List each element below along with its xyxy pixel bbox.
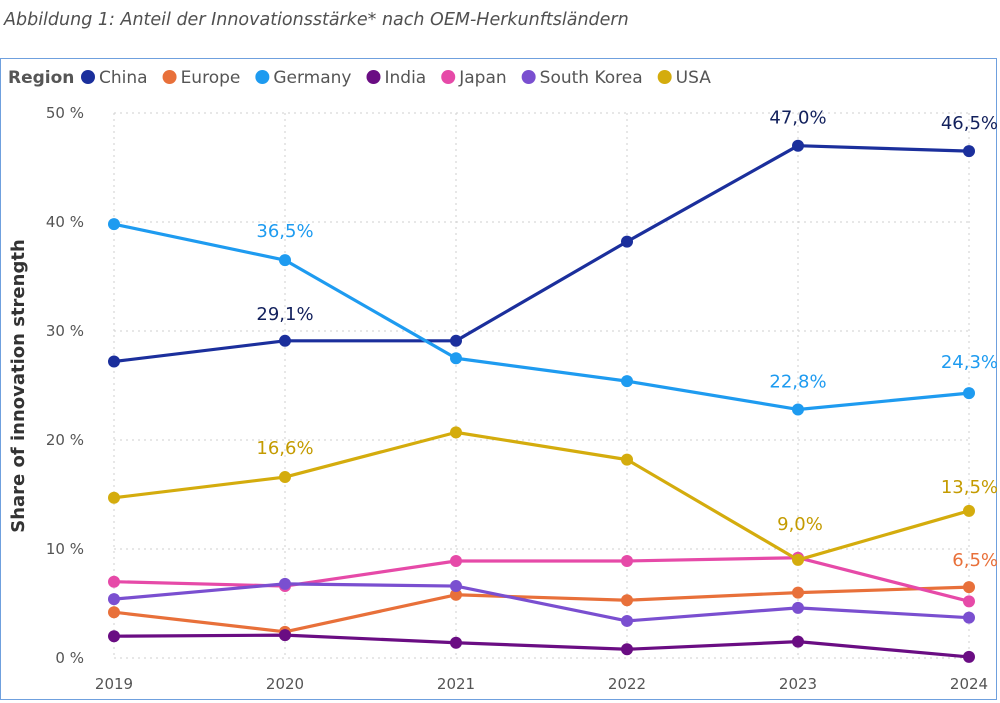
- x-tick-label: 2021: [437, 675, 475, 693]
- series-germany: [108, 218, 975, 416]
- data-point: [621, 453, 633, 466]
- legend-marker: [441, 70, 456, 84]
- data-point: [621, 554, 633, 567]
- data-point: [963, 581, 975, 594]
- data-point: [108, 593, 120, 606]
- data-point: [792, 635, 804, 648]
- data-point: [279, 334, 291, 347]
- series-line: [113, 585, 970, 634]
- data-point: [963, 387, 975, 400]
- legend-marker: [81, 70, 95, 84]
- legend-marker: [162, 70, 177, 84]
- legend: Region China Europe Germany India Japan South…: [8, 68, 711, 88]
- y-tick-label: 10 %: [46, 540, 84, 558]
- data-point: [792, 586, 804, 599]
- data-point: [621, 375, 633, 388]
- y-tick-label: 20 %: [46, 431, 84, 449]
- data-point: [108, 355, 120, 368]
- legend-label: India: [385, 68, 427, 88]
- data-point: [792, 553, 804, 566]
- data-label: 9,0%: [777, 514, 823, 535]
- legend-label: USA: [676, 68, 712, 88]
- x-tick-label: 2020: [266, 675, 304, 693]
- data-point: [279, 471, 291, 484]
- series-layer: [108, 139, 975, 663]
- y-tick-label: 50 %: [46, 104, 84, 122]
- data-label: 22,8%: [769, 371, 826, 392]
- data-point: [108, 575, 120, 588]
- series-india: [108, 629, 975, 663]
- data-label-layer: 29,1% 47,0% 46,5% 6,5% 36,5% 22,8% 24,3% 16,6% 9…: [256, 108, 998, 571]
- x-tick-label: 2022: [608, 675, 646, 693]
- data-point: [279, 629, 291, 642]
- legend-label: Germany: [273, 68, 351, 88]
- data-point: [108, 606, 120, 619]
- data-point: [450, 580, 462, 593]
- data-point: [963, 595, 975, 608]
- series-south-korea: [108, 577, 975, 627]
- legend-marker: [521, 70, 536, 84]
- x-axis: 2019 2020 2021 2022 2023 2024: [95, 675, 988, 693]
- data-point: [963, 650, 975, 663]
- y-axis: 0 % 10 % 20 % 30 % 40 % 50 %: [46, 104, 84, 667]
- legend-label: Europe: [181, 68, 241, 88]
- series-line: [113, 430, 970, 562]
- legend-marker: [657, 70, 672, 84]
- y-tick-label: 0 %: [55, 649, 84, 667]
- series-china: [108, 139, 975, 368]
- legend-label: China: [99, 68, 148, 88]
- series-line: [113, 582, 970, 623]
- data-point: [450, 352, 462, 365]
- series-line: [113, 556, 970, 603]
- data-point: [108, 491, 120, 504]
- series-line: [113, 633, 970, 659]
- data-point: [450, 588, 462, 601]
- data-point: [279, 577, 291, 590]
- data-point: [279, 254, 291, 267]
- data-label: 29,1%: [256, 304, 313, 325]
- data-point: [792, 403, 804, 416]
- data-label: 16,6%: [256, 438, 313, 459]
- data-point: [621, 594, 633, 607]
- legend-title: Region: [8, 68, 74, 88]
- data-label: 47,0%: [769, 108, 826, 129]
- y-tick-label: 40 %: [46, 213, 84, 231]
- data-point: [621, 643, 633, 656]
- data-point: [621, 235, 633, 248]
- x-tick-label: 2024: [950, 675, 988, 693]
- data-label: 46,5%: [941, 113, 998, 134]
- chart-frame: [0, 58, 997, 700]
- legend-marker: [255, 70, 270, 84]
- data-point: [108, 218, 120, 231]
- data-label: 6,5%: [952, 550, 998, 571]
- legend-label: Japan: [458, 68, 506, 88]
- data-point: [108, 630, 120, 643]
- data-label: 36,5%: [256, 221, 313, 242]
- figure-caption: Abbildung 1: Anteil der Innovationsstärk…: [4, 10, 629, 30]
- data-label: 24,3%: [941, 352, 998, 373]
- data-point: [792, 601, 804, 614]
- data-point: [450, 554, 462, 567]
- data-point: [792, 139, 804, 152]
- x-tick-label: 2019: [95, 675, 133, 693]
- y-tick-label: 30 %: [46, 322, 84, 340]
- data-point: [450, 426, 462, 439]
- data-point: [963, 504, 975, 517]
- data-point: [450, 334, 462, 347]
- series-line: [113, 222, 970, 412]
- legend-label: South Korea: [540, 68, 643, 88]
- data-point: [963, 611, 975, 624]
- grid-layer: [113, 112, 970, 659]
- data-point: [450, 636, 462, 649]
- series-usa: [108, 426, 975, 566]
- y-axis-label: Share of innovation strength: [8, 239, 29, 533]
- legend-marker: [366, 70, 381, 84]
- series-line: [113, 144, 970, 364]
- data-label: 13,5%: [941, 477, 998, 498]
- x-tick-label: 2023: [779, 675, 817, 693]
- data-point: [963, 145, 975, 158]
- data-point: [621, 614, 633, 627]
